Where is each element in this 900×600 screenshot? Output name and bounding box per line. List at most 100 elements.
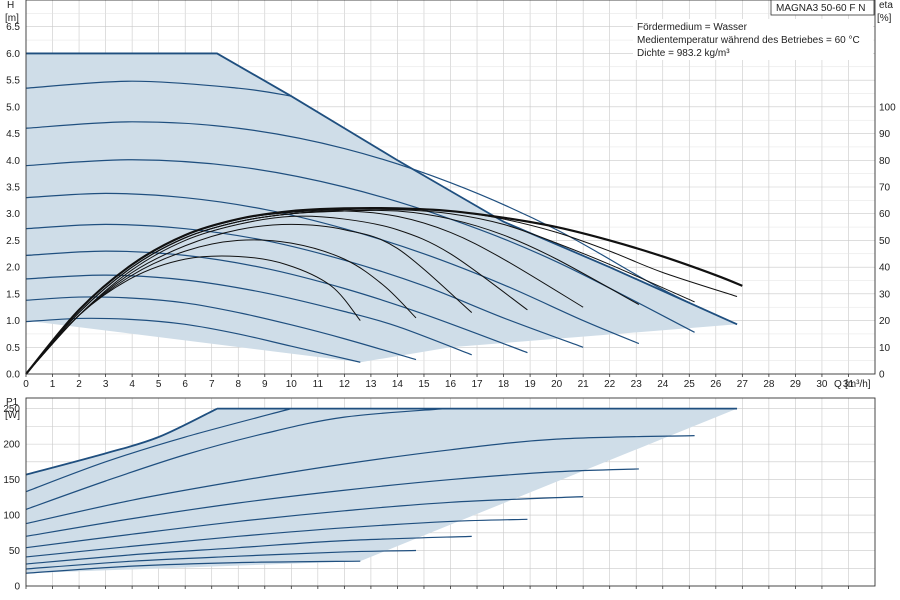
y-tick-label: 3.5 <box>6 183 20 194</box>
y2-tick-label: 10 <box>879 343 891 354</box>
y2-tick-label: 50 <box>879 236 891 247</box>
x-tick-label: 14 <box>392 379 404 390</box>
y-tick-label: 1.0 <box>6 316 20 327</box>
info-line-3: Dichte = 983.2 kg/m³ <box>637 48 730 59</box>
y2-tick-label: 90 <box>879 129 891 140</box>
power-curve-6 <box>25 468 639 537</box>
x-tick-label: 31 <box>843 379 855 390</box>
y2-tick-label: 0 <box>879 370 885 381</box>
x-tick-label: 0 <box>23 379 29 390</box>
power-curve-8 <box>25 408 446 510</box>
power-curve-9 <box>25 408 292 493</box>
x-tick-label: 22 <box>604 379 616 390</box>
model-box <box>770 0 875 16</box>
head-curve-9 <box>25 80 292 97</box>
y2-tick-label: 40 <box>879 263 891 274</box>
x-tick-label: 15 <box>418 379 430 390</box>
x-tick-label: 10 <box>286 379 298 390</box>
head-max-curve <box>26 52 738 326</box>
x-tick-label: 24 <box>657 379 669 390</box>
x-tick-label: 27 <box>737 379 749 390</box>
y-tick-label: 0.5 <box>6 343 20 354</box>
x-tick-label: 11 <box>313 379 324 390</box>
x-tick-label: 12 <box>339 379 351 390</box>
y-tick-label: 5.0 <box>6 102 20 113</box>
power-curve-2 <box>25 549 417 570</box>
y-tick-label: 2.5 <box>6 236 20 247</box>
power-curve-1 <box>25 560 361 574</box>
power-envelope-area <box>26 408 738 574</box>
x-tick-label: 16 <box>445 379 457 390</box>
x-tick-label: 5 <box>156 379 162 390</box>
x-tick-label: 8 <box>235 379 241 390</box>
info-box <box>633 19 873 60</box>
x-tick-label: 7 <box>209 379 215 390</box>
x-tick-label: 26 <box>710 379 722 390</box>
x-tick-label: 23 <box>631 379 643 390</box>
y-tick-label: 4.0 <box>6 156 20 167</box>
x-tick-label: 20 <box>551 379 563 390</box>
y-tick-label: 0.0 <box>6 370 20 381</box>
p1-tick-label: 100 <box>3 511 20 522</box>
y-tick-label: 6.5 <box>6 22 20 33</box>
x-axis-unit: [m³/h] <box>845 379 871 390</box>
x-tick-label: 1 <box>50 379 56 390</box>
p1-tick-label: 200 <box>3 440 20 451</box>
y2-axis-unit-percent: [%] <box>877 13 892 24</box>
x-tick-label: 21 <box>578 379 590 390</box>
y-tick-label: 2.0 <box>6 263 20 274</box>
y-axis-label-h: H <box>7 0 14 11</box>
x-tick-label: 28 <box>763 379 775 390</box>
y-tick-label: 1.5 <box>6 289 20 300</box>
y-axis-label-p1: P1 <box>6 397 19 408</box>
y-axis-unit-w: [W] <box>5 410 20 421</box>
power-curve-4 <box>25 518 528 558</box>
x-tick-label: 30 <box>816 379 828 390</box>
bottom-tick-labels: 0 50 100 150 200 250 <box>3 404 849 593</box>
model-title: MAGNA3 50-60 F N <box>776 3 865 14</box>
y2-tick-label: 20 <box>879 316 891 327</box>
power-curve-3 <box>25 535 472 565</box>
eta-curve-9 <box>25 206 743 375</box>
head-curve-3 <box>25 274 472 356</box>
x-axis-label-q: Q <box>834 379 842 390</box>
p1-tick-label: 50 <box>9 546 21 557</box>
head-curve-4 <box>25 250 528 354</box>
head-curve-6 <box>25 192 640 345</box>
p1-tick-label: 0 <box>14 582 20 593</box>
head-curve-2 <box>25 296 417 361</box>
x-tick-label: 4 <box>129 379 135 390</box>
info-line-1: Fördermedium = Wasser <box>637 22 748 33</box>
y2-tick-label: 70 <box>879 183 891 194</box>
head-curve-1 <box>25 317 361 363</box>
p1-tick-label: 250 <box>3 404 20 415</box>
power-curve-7 <box>25 435 695 525</box>
eta-curve-4 <box>25 215 528 375</box>
y2-tick-label: 30 <box>879 289 891 300</box>
x-tick-label: 6 <box>182 379 188 390</box>
y2-tick-label: 80 <box>879 156 891 167</box>
y2-axis-label-eta: eta <box>879 0 893 11</box>
x-tick-label: 18 <box>498 379 510 390</box>
info-line-2: Medientemperatur während des Betriebes =… <box>637 35 860 46</box>
x-tick-label: 25 <box>684 379 696 390</box>
bottom-power-curves <box>25 408 695 574</box>
top-tick-labels: 0 1 2 3 4 5 6 7 8 9 10 11 12 13 14 15 16 17 18 19 20 21 22 23 24… <box>6 22 896 390</box>
y-tick-label: 5.5 <box>6 76 20 87</box>
eta-curve-7 <box>25 209 695 375</box>
x-tick-label: 3 <box>103 379 109 390</box>
x-tick-label: 29 <box>790 379 802 390</box>
p1-tick-label: 150 <box>3 475 20 486</box>
top-eta-curves <box>25 206 743 375</box>
y-tick-label: 6.0 <box>6 49 20 60</box>
y2-tick-label: 100 <box>879 102 896 113</box>
y2-tick-label: 60 <box>879 209 891 220</box>
head-curve-7 <box>25 159 695 333</box>
x-tick-label: 13 <box>365 379 377 390</box>
x-tick-label: 17 <box>471 379 483 390</box>
x-tick-label: 9 <box>262 379 268 390</box>
head-curve-5 <box>25 223 584 348</box>
y-tick-label: 4.5 <box>6 129 20 140</box>
